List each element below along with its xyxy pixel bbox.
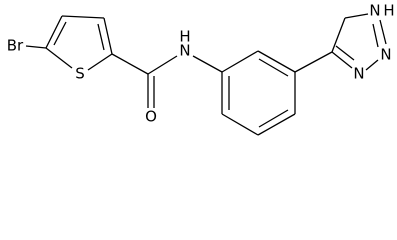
- atom-label: S: [75, 65, 85, 83]
- atom-label: H: [179, 28, 190, 46]
- atom-label: N: [380, 46, 391, 64]
- molecule-diagram: Br S O N H N H N N: [7, 2, 395, 136]
- atom-labels: Br S O N H N H N N: [7, 2, 395, 126]
- atom-label: O: [145, 108, 157, 126]
- atom-label: N: [369, 2, 380, 20]
- bonds: [25, 13, 387, 136]
- atom-label: N: [353, 65, 364, 83]
- atom-label: N: [179, 42, 190, 60]
- atom-label: H: [383, 2, 394, 20]
- atom-label: Br: [7, 37, 24, 55]
